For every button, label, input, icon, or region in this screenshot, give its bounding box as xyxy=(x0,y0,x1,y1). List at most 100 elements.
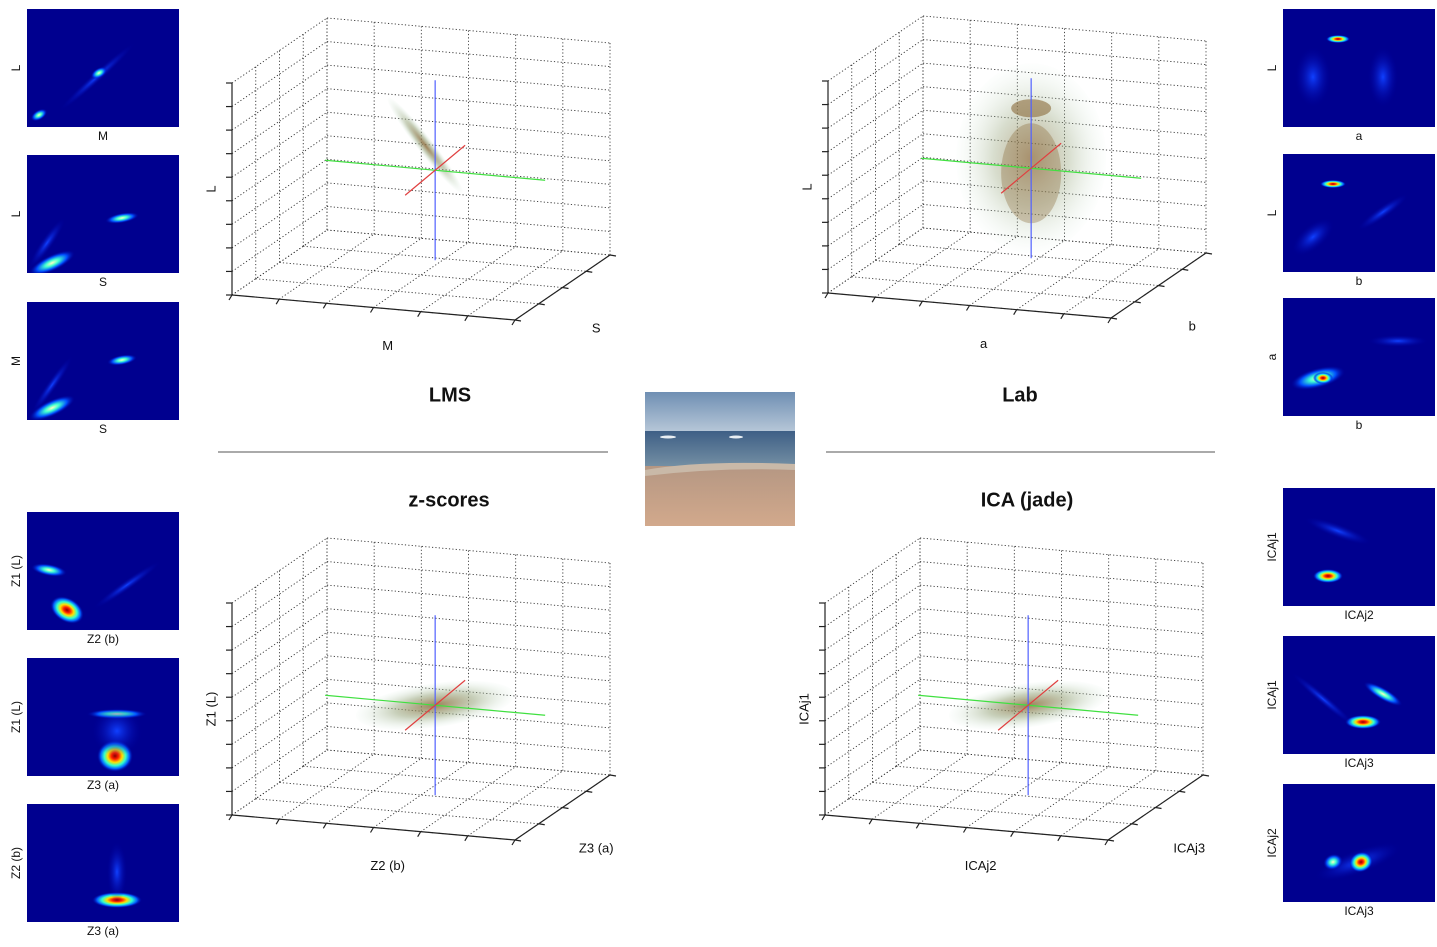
grid-line xyxy=(827,86,924,153)
panel-3d xyxy=(819,537,1210,846)
grid-line xyxy=(231,678,328,745)
density-spot xyxy=(1349,851,1373,873)
tick-mark xyxy=(275,818,280,825)
density-y-label: L xyxy=(9,64,23,71)
grid-line xyxy=(824,678,921,745)
grid-line xyxy=(373,762,469,828)
grid-line xyxy=(279,782,563,808)
density-spots xyxy=(31,561,160,624)
panel-3d xyxy=(226,17,617,326)
grid-line xyxy=(231,206,328,272)
density-spots xyxy=(1292,180,1408,256)
grid-line xyxy=(827,109,924,176)
density-x-label: ICAj3 xyxy=(1344,904,1374,918)
grid-line xyxy=(875,260,1159,286)
grid-line xyxy=(326,757,422,824)
tick-mark xyxy=(1107,317,1112,324)
grid-line xyxy=(231,702,328,769)
grid-line xyxy=(231,726,328,792)
density-plot xyxy=(27,302,179,420)
density-background xyxy=(1283,784,1435,902)
tick-mark xyxy=(511,839,516,846)
grid-line xyxy=(420,766,516,833)
density-y-label: a xyxy=(1265,353,1279,360)
grid-line xyxy=(326,561,611,588)
density-plot xyxy=(1283,154,1435,272)
tick-mark xyxy=(609,774,617,777)
point-cloud xyxy=(387,97,463,193)
density-spot xyxy=(94,561,160,609)
panel-title: Lab xyxy=(1002,384,1038,406)
density-y-label: L xyxy=(1265,209,1279,216)
tick-mark xyxy=(1060,313,1065,320)
grid-line xyxy=(231,17,328,84)
tick-mark xyxy=(275,298,280,305)
density-spot xyxy=(92,706,142,756)
density-plot xyxy=(27,9,179,127)
grid-line xyxy=(827,227,924,294)
grid-line xyxy=(827,204,924,270)
grid-line xyxy=(231,41,328,107)
density-plot xyxy=(1283,488,1435,606)
tick-mark xyxy=(1155,806,1162,810)
grid-line xyxy=(255,798,539,825)
grid-line xyxy=(824,608,921,675)
grid-line xyxy=(969,240,1065,306)
grid-line xyxy=(827,180,924,247)
density-spot xyxy=(90,66,108,80)
density-spot xyxy=(50,596,84,624)
density-spot xyxy=(30,108,48,122)
grid-line xyxy=(872,782,1156,808)
tick-mark xyxy=(369,827,375,833)
grid-line xyxy=(231,655,328,722)
grid-line xyxy=(922,235,1018,302)
grid-line xyxy=(824,537,921,604)
density-y-label: ICAj1 xyxy=(1265,680,1279,710)
density-spot xyxy=(1295,47,1331,107)
tick-mark xyxy=(1107,839,1115,842)
tick-mark xyxy=(538,823,545,826)
density-plot xyxy=(27,512,179,630)
density-spots xyxy=(87,706,147,772)
grid-line xyxy=(231,229,328,296)
tick-mark xyxy=(417,311,422,317)
grid-line xyxy=(278,753,375,820)
density-plot xyxy=(1283,298,1435,416)
panel-3d xyxy=(822,15,1213,324)
depth-axis-label: S xyxy=(592,321,601,336)
grid-line xyxy=(231,135,328,202)
grid-line xyxy=(824,726,921,792)
density-background xyxy=(1283,488,1435,606)
density-y-label: ICAj2 xyxy=(1265,828,1279,858)
grid-line xyxy=(827,15,924,82)
density-x-label: Z3 (a) xyxy=(87,924,119,938)
grid-line xyxy=(231,561,328,627)
density-background xyxy=(27,155,179,273)
density-spot xyxy=(107,842,127,902)
density-spot xyxy=(31,563,67,577)
tick-mark xyxy=(1179,790,1186,793)
grid-line xyxy=(231,88,328,155)
tick-mark xyxy=(1104,839,1109,846)
density-spot xyxy=(29,218,65,268)
tick-mark xyxy=(868,818,873,825)
density-x-label: Z3 (a) xyxy=(87,778,119,792)
density-spot xyxy=(1323,853,1343,871)
density-spot xyxy=(29,395,75,420)
grid-line xyxy=(922,39,1207,66)
grid-line xyxy=(1060,770,1157,837)
grid-line xyxy=(919,561,1204,588)
density-spots xyxy=(1290,335,1428,391)
grid-line xyxy=(919,725,1204,752)
tick-mark xyxy=(1131,823,1138,826)
axis-line-y xyxy=(997,679,1059,731)
tick-mark xyxy=(538,303,545,306)
grid-line xyxy=(231,537,328,604)
grid-line xyxy=(827,156,924,223)
x-axis-label: ICAj2 xyxy=(965,858,997,873)
density-plot xyxy=(27,804,179,922)
tick-mark xyxy=(586,270,593,273)
z-axis-label: L xyxy=(799,183,814,190)
grid-line xyxy=(231,182,328,249)
